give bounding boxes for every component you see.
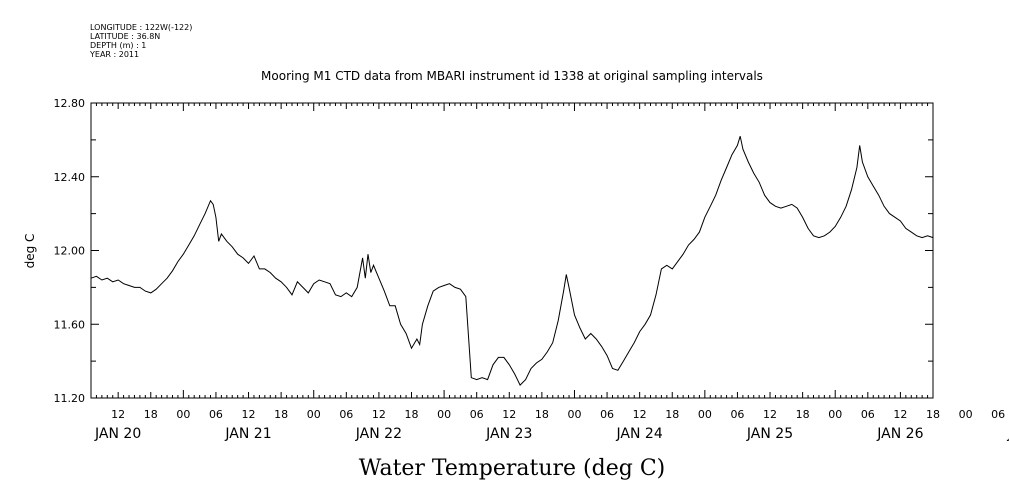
x-day-label: JAN 27 bbox=[1007, 426, 1009, 442]
x-hour-label: 06 bbox=[991, 408, 1005, 421]
y-axis: 12.80 12.40 12.00 11.60 11.20 bbox=[54, 97, 933, 405]
x-hour-label: 00 bbox=[307, 408, 321, 421]
y-tick-label: 12.00 bbox=[54, 245, 86, 258]
series-layer bbox=[90, 136, 934, 386]
longitude-label: LONGITUDE : 122W(-122) bbox=[90, 23, 192, 32]
x-axis-title: Water Temperature (deg C) bbox=[359, 456, 666, 481]
x-hour-label: 18 bbox=[926, 408, 940, 421]
x-hour-label: 12 bbox=[893, 408, 907, 421]
x-hour-label: 12 bbox=[242, 408, 256, 421]
x-day-label: JAN 21 bbox=[224, 426, 271, 442]
x-hour-label: 12 bbox=[111, 408, 125, 421]
x-hour-label: 06 bbox=[730, 408, 744, 421]
year-label: YEAR : 2011 bbox=[89, 50, 139, 59]
chart-title: Mooring M1 CTD data from MBARI instrumen… bbox=[261, 69, 763, 83]
x-day-label: JAN 22 bbox=[355, 426, 402, 442]
x-hour-label: 18 bbox=[796, 408, 810, 421]
x-hour-label: 12 bbox=[763, 408, 777, 421]
x-hour-label: 06 bbox=[209, 408, 223, 421]
y-tick-label: 12.40 bbox=[54, 171, 86, 184]
x-hour-label: 00 bbox=[437, 408, 451, 421]
plot-frame bbox=[90, 102, 934, 399]
x-hour-label: 00 bbox=[959, 408, 973, 421]
x-hour-label: 18 bbox=[535, 408, 549, 421]
x-day-label: JAN 25 bbox=[746, 426, 793, 442]
x-hour-label: 06 bbox=[861, 408, 875, 421]
x-hour-label: 12 bbox=[372, 408, 386, 421]
y-tick-label: 11.60 bbox=[54, 318, 86, 331]
x-axis: 12 18 00 06 12 18 00 06 12 18 00 06 12 18 00 06 12 18 00 06… bbox=[90, 103, 1009, 442]
x-hour-label: 06 bbox=[339, 408, 353, 421]
x-hour-label: 00 bbox=[828, 408, 842, 421]
x-hour-label: 06 bbox=[470, 408, 484, 421]
x-hour-label: 12 bbox=[502, 408, 516, 421]
x-hour-label: 18 bbox=[405, 408, 419, 421]
x-hour-label: 06 bbox=[600, 408, 614, 421]
y-tick-label: 11.20 bbox=[54, 392, 86, 405]
x-hour-label: 00 bbox=[567, 408, 581, 421]
x-hour-label: 00 bbox=[698, 408, 712, 421]
y-axis-label: deg C bbox=[23, 234, 37, 269]
x-hour-label: 18 bbox=[665, 408, 679, 421]
x-hour-label: 18 bbox=[274, 408, 288, 421]
x-day-label: JAN 24 bbox=[616, 426, 663, 442]
metadata-block: LONGITUDE : 122W(-122) LATITUDE : 36.8N … bbox=[89, 23, 192, 59]
x-hour-label: 00 bbox=[176, 408, 190, 421]
x-day-label: JAN 20 bbox=[94, 426, 141, 442]
latitude-label: LATITUDE : 36.8N bbox=[90, 32, 160, 41]
x-day-label: JAN 26 bbox=[876, 426, 923, 442]
y-tick-label: 12.80 bbox=[54, 97, 86, 110]
x-hour-label: 12 bbox=[633, 408, 647, 421]
temperature-series-line bbox=[90, 136, 934, 386]
depth-label: DEPTH (m) : 1 bbox=[90, 41, 146, 50]
x-hour-label: 18 bbox=[144, 408, 158, 421]
x-day-label: JAN 23 bbox=[485, 426, 532, 442]
